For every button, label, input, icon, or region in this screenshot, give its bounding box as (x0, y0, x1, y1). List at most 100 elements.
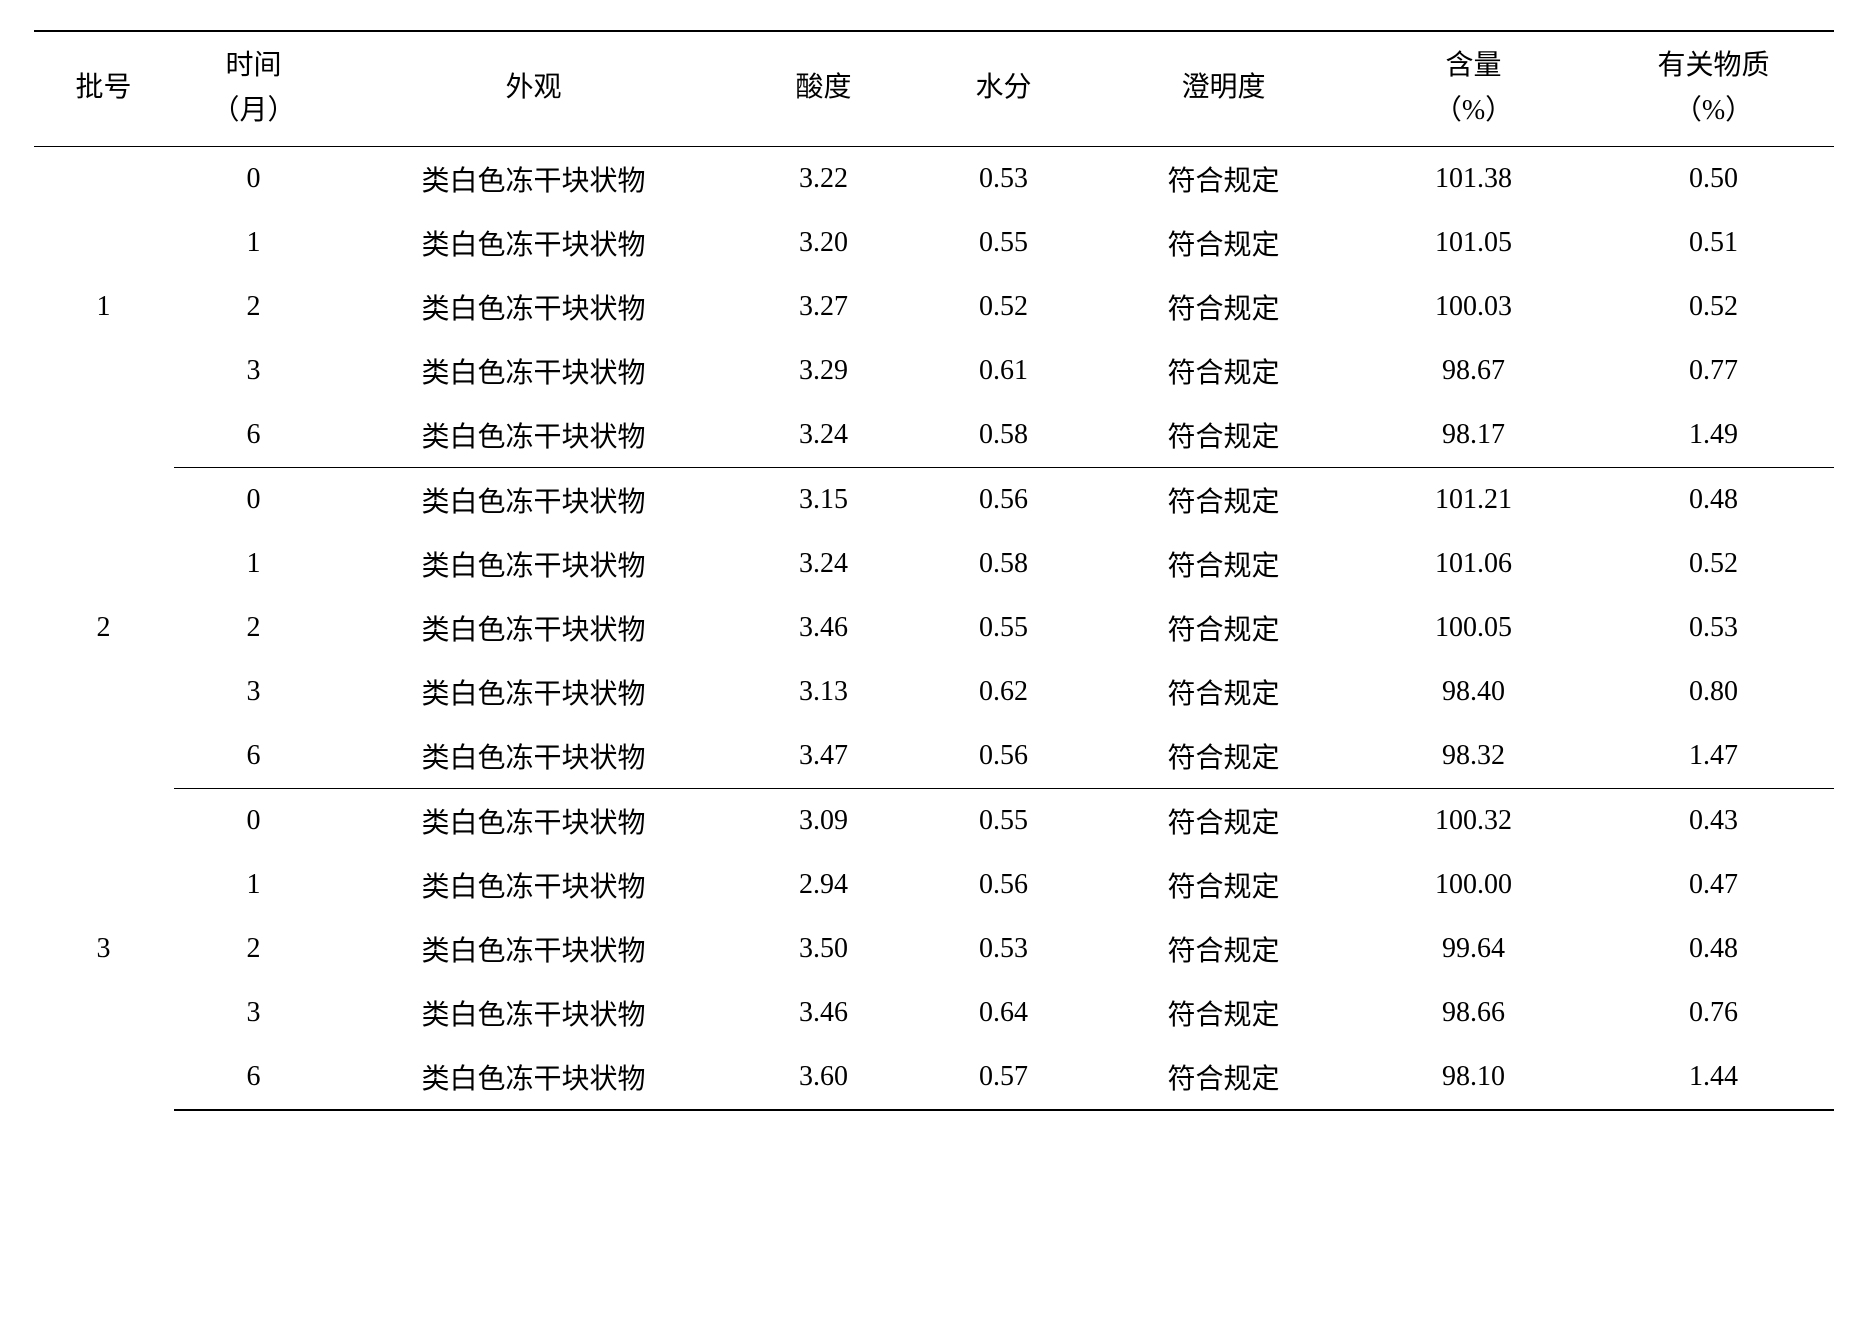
cell-clarity: 符合规定 (1094, 1045, 1354, 1110)
table-row: 6类白色冻干块状物3.600.57符合规定98.101.44 (34, 1045, 1834, 1110)
table-row: 6类白色冻干块状物3.240.58符合规定98.171.49 (34, 403, 1834, 468)
cell-appearance: 类白色冻干块状物 (334, 981, 734, 1045)
cell-content: 100.03 (1354, 275, 1594, 339)
cell-time: 2 (174, 917, 334, 981)
cell-moisture: 0.53 (914, 146, 1094, 211)
cell-moisture: 0.52 (914, 275, 1094, 339)
cell-time: 6 (174, 724, 334, 789)
table-row: 2类白色冻干块状物3.460.55符合规定100.050.53 (34, 596, 1834, 660)
cell-content: 101.21 (1354, 467, 1594, 532)
cell-acidity: 3.20 (734, 211, 914, 275)
cell-content: 101.38 (1354, 146, 1594, 211)
cell-acidity: 3.60 (734, 1045, 914, 1110)
cell-time: 2 (174, 596, 334, 660)
table-row: 2类白色冻干块状物3.270.52符合规定100.030.52 (34, 275, 1834, 339)
cell-acidity: 3.13 (734, 660, 914, 724)
table-body: 10类白色冻干块状物3.220.53符合规定101.380.501类白色冻干块状… (34, 146, 1834, 1110)
table-row: 6类白色冻干块状物3.470.56符合规定98.321.47 (34, 724, 1834, 789)
table-row: 1类白色冻干块状物3.200.55符合规定101.050.51 (34, 211, 1834, 275)
cell-appearance: 类白色冻干块状物 (334, 275, 734, 339)
table-row: 30类白色冻干块状物3.090.55符合规定100.320.43 (34, 788, 1834, 853)
cell-related: 0.47 (1594, 853, 1834, 917)
cell-clarity: 符合规定 (1094, 596, 1354, 660)
cell-moisture: 0.56 (914, 853, 1094, 917)
cell-moisture: 0.55 (914, 788, 1094, 853)
cell-appearance: 类白色冻干块状物 (334, 146, 734, 211)
cell-related: 0.50 (1594, 146, 1834, 211)
cell-moisture: 0.55 (914, 211, 1094, 275)
cell-content: 101.05 (1354, 211, 1594, 275)
cell-acidity: 3.24 (734, 403, 914, 468)
cell-time: 1 (174, 211, 334, 275)
cell-acidity: 3.46 (734, 981, 914, 1045)
table-row: 1类白色冻干块状物2.940.56符合规定100.000.47 (34, 853, 1834, 917)
table-row: 20类白色冻干块状物3.150.56符合规定101.210.48 (34, 467, 1834, 532)
cell-clarity: 符合规定 (1094, 532, 1354, 596)
table-row: 3类白色冻干块状物3.460.64符合规定98.660.76 (34, 981, 1834, 1045)
cell-time: 0 (174, 788, 334, 853)
cell-related: 0.76 (1594, 981, 1834, 1045)
cell-batch-no: 2 (34, 467, 174, 788)
cell-acidity: 2.94 (734, 853, 914, 917)
cell-related: 0.77 (1594, 339, 1834, 403)
table-row: 10类白色冻干块状物3.220.53符合规定101.380.50 (34, 146, 1834, 211)
cell-content: 98.66 (1354, 981, 1594, 1045)
cell-content: 98.17 (1354, 403, 1594, 468)
cell-appearance: 类白色冻干块状物 (334, 467, 734, 532)
cell-acidity: 3.29 (734, 339, 914, 403)
cell-clarity: 符合规定 (1094, 917, 1354, 981)
table-row: 2类白色冻干块状物3.500.53符合规定99.640.48 (34, 917, 1834, 981)
cell-acidity: 3.09 (734, 788, 914, 853)
cell-time: 1 (174, 853, 334, 917)
cell-related: 0.52 (1594, 532, 1834, 596)
cell-acidity: 3.47 (734, 724, 914, 789)
cell-appearance: 类白色冻干块状物 (334, 660, 734, 724)
cell-content: 98.40 (1354, 660, 1594, 724)
cell-related: 1.49 (1594, 403, 1834, 468)
cell-related: 1.44 (1594, 1045, 1834, 1110)
cell-clarity: 符合规定 (1094, 981, 1354, 1045)
header-clarity: 澄明度 (1094, 31, 1354, 146)
header-content: 含量 （%） (1354, 31, 1594, 146)
cell-content: 98.32 (1354, 724, 1594, 789)
cell-moisture: 0.62 (914, 660, 1094, 724)
cell-related: 0.51 (1594, 211, 1834, 275)
header-time: 时间 （月） (174, 31, 334, 146)
cell-acidity: 3.27 (734, 275, 914, 339)
header-content-unit: （%） (1434, 95, 1513, 126)
cell-related: 0.52 (1594, 275, 1834, 339)
cell-clarity: 符合规定 (1094, 339, 1354, 403)
cell-time: 0 (174, 146, 334, 211)
cell-content: 98.67 (1354, 339, 1594, 403)
cell-clarity: 符合规定 (1094, 788, 1354, 853)
header-time-unit: （月） (211, 95, 295, 126)
cell-batch-no: 1 (34, 146, 174, 467)
table-header-row: 批号 时间 （月） 外观 酸度 水分 澄明度 含量 （%） 有关物质 （%） (34, 31, 1834, 146)
cell-time: 2 (174, 275, 334, 339)
cell-related: 0.80 (1594, 660, 1834, 724)
header-related: 有关物质 （%） (1594, 31, 1834, 146)
header-related-unit: （%） (1674, 95, 1753, 126)
cell-time: 1 (174, 532, 334, 596)
cell-time: 3 (174, 339, 334, 403)
cell-batch-no: 3 (34, 788, 174, 1110)
cell-moisture: 0.61 (914, 339, 1094, 403)
cell-moisture: 0.55 (914, 596, 1094, 660)
cell-acidity: 3.22 (734, 146, 914, 211)
table-row: 1类白色冻干块状物3.240.58符合规定101.060.52 (34, 532, 1834, 596)
cell-content: 101.06 (1354, 532, 1594, 596)
cell-time: 3 (174, 981, 334, 1045)
header-related-label: 有关物质 (1657, 50, 1769, 81)
cell-moisture: 0.56 (914, 724, 1094, 789)
cell-related: 0.53 (1594, 596, 1834, 660)
cell-clarity: 符合规定 (1094, 275, 1354, 339)
cell-appearance: 类白色冻干块状物 (334, 788, 734, 853)
cell-time: 6 (174, 403, 334, 468)
header-acidity: 酸度 (734, 31, 914, 146)
cell-moisture: 0.57 (914, 1045, 1094, 1110)
table-row: 3类白色冻干块状物3.130.62符合规定98.400.80 (34, 660, 1834, 724)
header-content-label: 含量 (1445, 50, 1501, 81)
cell-content: 100.00 (1354, 853, 1594, 917)
cell-clarity: 符合规定 (1094, 724, 1354, 789)
table-row: 3类白色冻干块状物3.290.61符合规定98.670.77 (34, 339, 1834, 403)
